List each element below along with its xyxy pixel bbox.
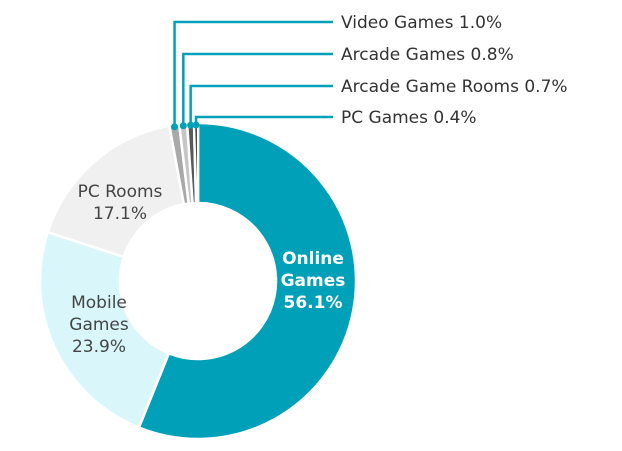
slices-group <box>38 121 358 441</box>
slice-mobile-games <box>38 230 171 430</box>
slice-label-pc-rooms: PC Rooms 17.1% <box>78 182 163 224</box>
slice-online-games <box>137 121 358 441</box>
callout-label-pc-games: PC Games 0.4% <box>341 108 477 128</box>
callout-label-arcade-games: Arcade Games 0.8% <box>341 45 514 65</box>
slice-pc-rooms <box>46 124 186 259</box>
inner-labels-group: Online Games 56.1% Mobile Games 23.9% PC Rooms… <box>69 182 345 357</box>
slice-pc-games <box>192 121 200 205</box>
slice-label-mobile-games: Mobile Games 23.9% <box>69 293 129 357</box>
callout-dot-arcade-games <box>179 122 187 130</box>
callout-dot-pc-games <box>192 121 200 129</box>
callouts-group: Video Games 1.0% Arcade Games 0.8% Arcade … <box>171 13 568 131</box>
callout-label-arcade-game-rooms: Arcade Game Rooms 0.7% <box>341 77 568 97</box>
callout-dot-video-games <box>171 123 179 131</box>
callout-label-video-games: Video Games 1.0% <box>341 13 502 33</box>
callout-dot-arcade-game-rooms <box>187 121 195 129</box>
callout-line-arcade-game-rooms <box>189 84 333 126</box>
callout-line-video-games <box>173 20 333 127</box>
slice-label-online-games: Online Games 56.1% <box>281 249 346 313</box>
callout-line-arcade-games <box>182 52 333 126</box>
